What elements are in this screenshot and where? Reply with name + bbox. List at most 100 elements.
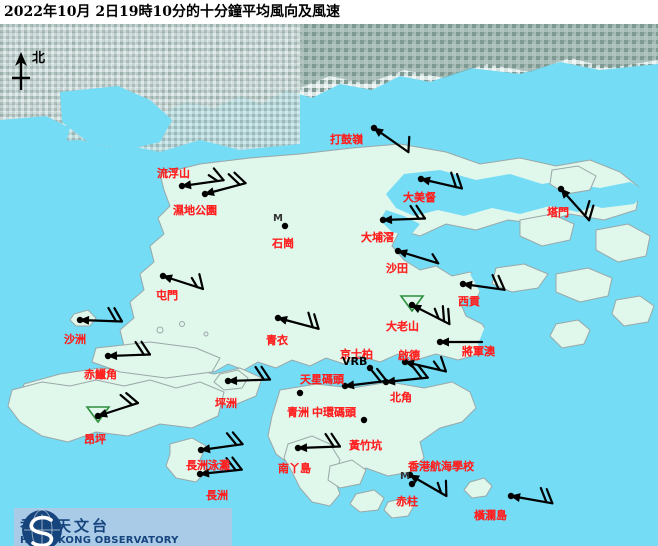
station-waglan-island[interactable]	[507, 486, 554, 505]
wind-barb-full	[113, 307, 124, 323]
wind-barb-full	[455, 172, 464, 190]
station-ngong-ping[interactable]	[85, 392, 140, 424]
station-label-tates-cairn: 大老山	[386, 320, 419, 333]
wind-barb-arrowhead	[297, 443, 308, 453]
station-label-tai-mei-tuk: 大美督	[403, 191, 436, 204]
station-lamma-island[interactable]	[294, 432, 342, 453]
wind-barb-full	[119, 393, 134, 406]
north-arrow-icon	[12, 52, 30, 90]
station-label-sha-tin: 沙田	[386, 262, 408, 275]
m-label-stanley: M	[400, 471, 410, 482]
station-sha-tin[interactable]	[394, 247, 440, 265]
station-label-lamma-island: 南丫島	[278, 462, 311, 475]
wind-barb-half	[207, 174, 219, 183]
wind-barb-full	[140, 340, 152, 356]
station-label-wetland-park: 濕地公園	[173, 204, 217, 217]
station-peng-chau[interactable]	[224, 365, 272, 386]
station-stanley[interactable]	[408, 480, 416, 488]
wind-barb-full	[450, 171, 458, 189]
m-label-shek-kong: M	[273, 213, 283, 224]
deep-bay-water	[60, 86, 172, 150]
wind-barb-arrowhead	[510, 493, 521, 502]
wind-barb-full	[227, 173, 241, 186]
station-label-central-pier: 中環碼頭	[312, 406, 356, 419]
station-label-tuen-mun: 屯門	[156, 289, 178, 302]
wind-barb-arrowhead	[409, 474, 421, 484]
station-sha-chau[interactable]	[76, 306, 124, 325]
wind-barb-arrowhead	[204, 187, 215, 197]
wind-barb-full	[307, 311, 314, 329]
wind-barb-full	[376, 367, 388, 382]
station-label-cheung-chau-beach: 長洲泳灘	[186, 459, 230, 472]
north-arrow: 北	[6, 50, 66, 94]
wind-barb-full	[583, 200, 591, 217]
station-label-sha-chau: 沙洲	[64, 333, 86, 346]
station-cheung-chau[interactable]	[196, 456, 243, 478]
station-hk-sea-school[interactable]	[406, 471, 448, 498]
wind-barb-full	[441, 305, 446, 323]
station-label-tseung-kwan-o: 將軍澳	[462, 345, 495, 358]
map-canvas[interactable]: 打鼓嶺 流浮山 濕地公園 石崗 M 大美督 塔門 大埔滘 沙田 屯門 沙洲 赤鱲角 青衣 西貢 大老山 將軍澳…	[0, 24, 658, 546]
station-label-wong-chuk-hang: 黃竹坑	[349, 439, 382, 452]
station-label-tap-mun: 塔門	[547, 206, 569, 219]
station-label-cheung-chau: 長洲	[206, 489, 228, 502]
wind-barb-full	[439, 355, 448, 373]
wind-barb-arrowhead	[560, 188, 571, 199]
station-label-sai-kung: 西貢	[458, 295, 480, 308]
wind-barb-full	[231, 431, 244, 446]
station-ta-kwu-ling[interactable]	[370, 124, 411, 154]
station-green-island[interactable]	[296, 389, 304, 397]
wind-barb-full	[233, 171, 247, 185]
station-lau-fau-shan[interactable]	[178, 167, 225, 190]
station-tai-mei-tuk[interactable]	[417, 171, 464, 190]
wind-barb-full	[417, 364, 429, 379]
wind-barb-half	[190, 276, 199, 289]
page-title: 2022年10月 2日19時10分的十分鐘平均風向及風速	[0, 0, 658, 24]
station-marker-dot	[360, 416, 368, 424]
station-star-ferry[interactable]	[341, 367, 388, 390]
station-label-north-point: 北角	[390, 391, 412, 404]
station-shek-kong[interactable]	[281, 222, 289, 230]
wind-barb-half	[433, 307, 440, 320]
station-chek-lap-kok[interactable]	[104, 340, 152, 361]
wind-barb-arrowhead	[439, 337, 449, 347]
wind-barb-arrowhead	[181, 180, 192, 190]
wind-barb-arrowhead	[382, 215, 393, 225]
wind-barb-full	[447, 307, 451, 326]
wind-barb-arrowhead	[200, 444, 211, 454]
waglan-island-shape	[463, 477, 493, 499]
station-wetland-park[interactable]	[201, 171, 247, 198]
sha-chau-island	[69, 309, 97, 327]
wind-barb-full	[330, 432, 342, 448]
station-label-tsing-yi: 青衣	[266, 334, 288, 347]
wind-barb-arrowhead	[199, 468, 210, 478]
wind-barb-arrowhead	[420, 176, 431, 186]
wind-barb-full	[324, 432, 336, 448]
station-tseung-kwan-o[interactable]	[436, 337, 484, 347]
station-label-kai-tak: 啟德	[398, 349, 420, 362]
wind-barb-arrowhead	[462, 280, 473, 290]
wind-barb-full	[212, 167, 225, 182]
station-tap-mun[interactable]	[557, 185, 595, 222]
station-sai-kung[interactable]	[459, 273, 506, 291]
station-label-hk-sea-school: 香港航海學校	[408, 460, 474, 473]
station-wong-chuk-hang[interactable]	[360, 416, 368, 424]
wind-barb-full	[370, 368, 382, 383]
station-tsing-yi[interactable]	[274, 311, 320, 330]
station-tai-po-kau[interactable]	[379, 204, 427, 225]
wind-barb-half	[436, 481, 443, 495]
station-marker-triangle	[399, 295, 425, 313]
wind-barb-full	[409, 204, 421, 220]
station-cheung-chau-beach[interactable]	[197, 431, 244, 454]
wind-barb-arrowhead	[385, 376, 396, 386]
wind-barb-half	[431, 253, 440, 265]
station-north-point[interactable]	[382, 364, 429, 386]
wind-barb-arrowhead	[344, 380, 355, 390]
wind-barb-full	[539, 486, 548, 504]
map-geography	[0, 24, 658, 546]
wind-barb-full	[260, 365, 272, 381]
wind-barb-full	[254, 365, 266, 381]
station-label-lau-fau-shan: 流浮山	[157, 167, 190, 180]
station-tates-cairn[interactable]	[399, 295, 451, 326]
station-tuen-mun[interactable]	[159, 272, 205, 291]
